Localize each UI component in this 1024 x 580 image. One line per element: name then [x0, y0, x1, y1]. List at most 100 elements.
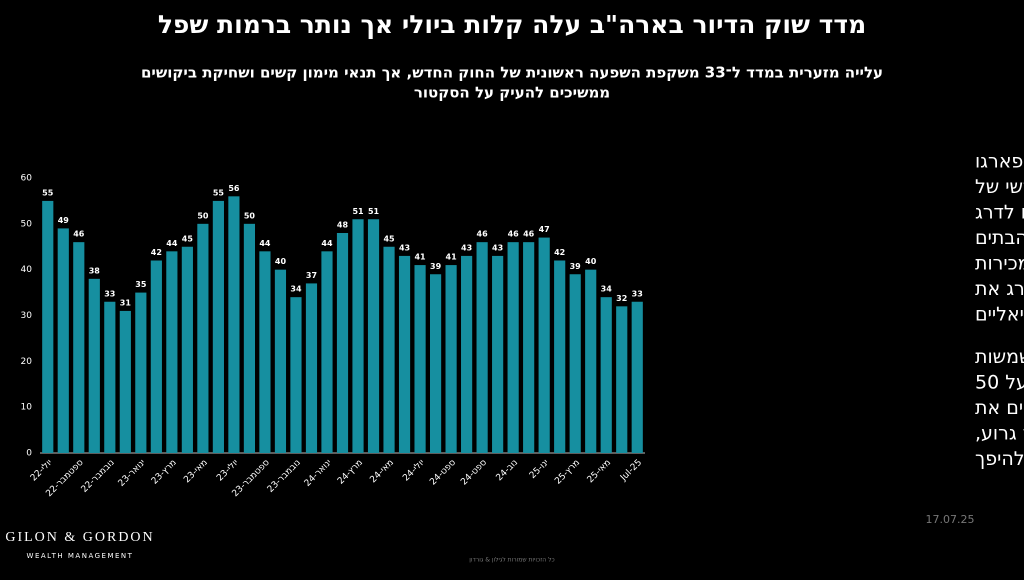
- y-tick-label: 10: [21, 403, 33, 413]
- bar: [507, 242, 519, 453]
- bar: [336, 233, 349, 453]
- data-label: 51: [368, 207, 380, 216]
- data-label: 38: [89, 266, 101, 275]
- bar: [414, 265, 426, 453]
- data-label: 37: [306, 271, 317, 280]
- bar: [73, 242, 85, 453]
- y-tick-label: 30: [21, 311, 33, 321]
- data-label: 44: [259, 239, 271, 248]
- data-label: 41: [414, 253, 426, 262]
- data-label: 50: [244, 211, 256, 220]
- bar: [88, 278, 100, 453]
- bar: [367, 219, 380, 453]
- bar: [585, 269, 597, 453]
- bar: [259, 251, 271, 453]
- data-label: 44: [321, 239, 333, 248]
- y-tick-label: 50: [21, 219, 33, 229]
- bar: [274, 269, 287, 453]
- bar: [398, 255, 411, 453]
- data-label: 43: [461, 243, 472, 252]
- data-label: 46: [523, 230, 535, 239]
- data-label: 45: [383, 234, 395, 243]
- body-text: ולהיפך: [975, 448, 1024, 470]
- data-label: 50: [197, 211, 209, 220]
- bar: [476, 242, 488, 453]
- y-tick-label: 20: [21, 357, 33, 367]
- footer: כל הזכויות שמורות לגילון & גורדון: [469, 557, 554, 564]
- body-text: מצב המכירות כטוב מאשר גרוע,: [975, 423, 1024, 445]
- data-label: 39: [430, 262, 442, 271]
- bar: [569, 274, 581, 453]
- y-tick-label: 60: [21, 174, 33, 184]
- y-tick-label: 40: [21, 265, 33, 275]
- logo-subtitle: WEALTH MANAGEMENT: [27, 552, 134, 560]
- data-label: 31: [120, 298, 132, 307]
- bar: [290, 297, 302, 453]
- bar: [538, 237, 550, 453]
- date: 17.07.25: [926, 513, 975, 526]
- data-label: 35: [135, 280, 147, 289]
- bar: [104, 301, 116, 453]
- body-text: התוצאות של כל רכיב משמשות: [975, 346, 1024, 368]
- data-label: 51: [352, 207, 364, 216]
- body-text: קבלנים/יזמים. מבקשים מהם לדרג: [975, 202, 1024, 224]
- data-label: 33: [104, 289, 115, 298]
- data-label: 41: [446, 253, 458, 262]
- bar: [150, 260, 162, 453]
- bar: [119, 310, 131, 453]
- data-label: 44: [166, 239, 178, 248]
- data-label: 55: [42, 188, 54, 197]
- data-label: 48: [337, 221, 349, 230]
- data-label: 45: [182, 234, 194, 243]
- bar: [616, 306, 628, 453]
- data-label: 32: [616, 294, 627, 303]
- title: מדד שוק הדיור בארה"ב עלה קלות ביולי אך נ…: [158, 10, 866, 39]
- data-label: 56: [228, 184, 240, 193]
- bar: [243, 223, 256, 453]
- data-label: 42: [554, 248, 565, 257]
- data-label: 43: [492, 243, 503, 252]
- bar: [181, 246, 193, 453]
- bar: [352, 219, 364, 453]
- bar: [492, 255, 504, 453]
- data-label: 39: [570, 262, 582, 271]
- data-label: 33: [632, 289, 643, 298]
- bar: [57, 228, 69, 453]
- data-label: 47: [539, 225, 550, 234]
- data-label: 40: [275, 257, 287, 266]
- bar: [523, 242, 535, 453]
- data-label: 46: [477, 230, 489, 239]
- data-label: 46: [73, 230, 85, 239]
- bar: [429, 274, 442, 453]
- data-label: 40: [585, 257, 597, 266]
- bar: [321, 251, 333, 453]
- body-text: מציין כי יותר קבלנים/יזמים רואים את: [975, 397, 1024, 419]
- bar: [166, 251, 178, 453]
- bar: [554, 260, 566, 453]
- data-label: 55: [213, 188, 225, 197]
- body-text: מתבסס על סקר חודשי של: [975, 176, 1024, 198]
- bar: [305, 283, 318, 453]
- data-label: 46: [508, 230, 520, 239]
- bar: [135, 292, 147, 453]
- bar: [461, 255, 473, 453]
- body-text: לחישוב מדד כולל, שבו מספר מעל 50: [975, 372, 1024, 394]
- bar: [228, 196, 240, 454]
- y-tick-label: 0: [26, 449, 32, 459]
- bar: [383, 246, 395, 453]
- bar: [631, 301, 643, 453]
- logo: GILON & GORDON: [5, 530, 154, 545]
- data-label: 42: [151, 248, 162, 257]
- body-text: את המכירות הנוכחיות של הבתים: [975, 227, 1024, 249]
- data-label: 43: [399, 243, 410, 252]
- body-text: החד-משפחתיים, את צפי המכירות: [975, 253, 1024, 275]
- bar: [445, 265, 457, 453]
- bar: [42, 200, 54, 453]
- data-label: 34: [290, 285, 302, 294]
- subtitle: ממשיכים להעיק על הסקטור: [414, 84, 610, 102]
- bar: [212, 200, 224, 453]
- body-text: לששת החודשים הבאים, ולדרג את: [975, 278, 1024, 300]
- bar: [197, 223, 209, 453]
- body-text: מדד שוק הדיור של וולס פארגו: [975, 151, 1024, 173]
